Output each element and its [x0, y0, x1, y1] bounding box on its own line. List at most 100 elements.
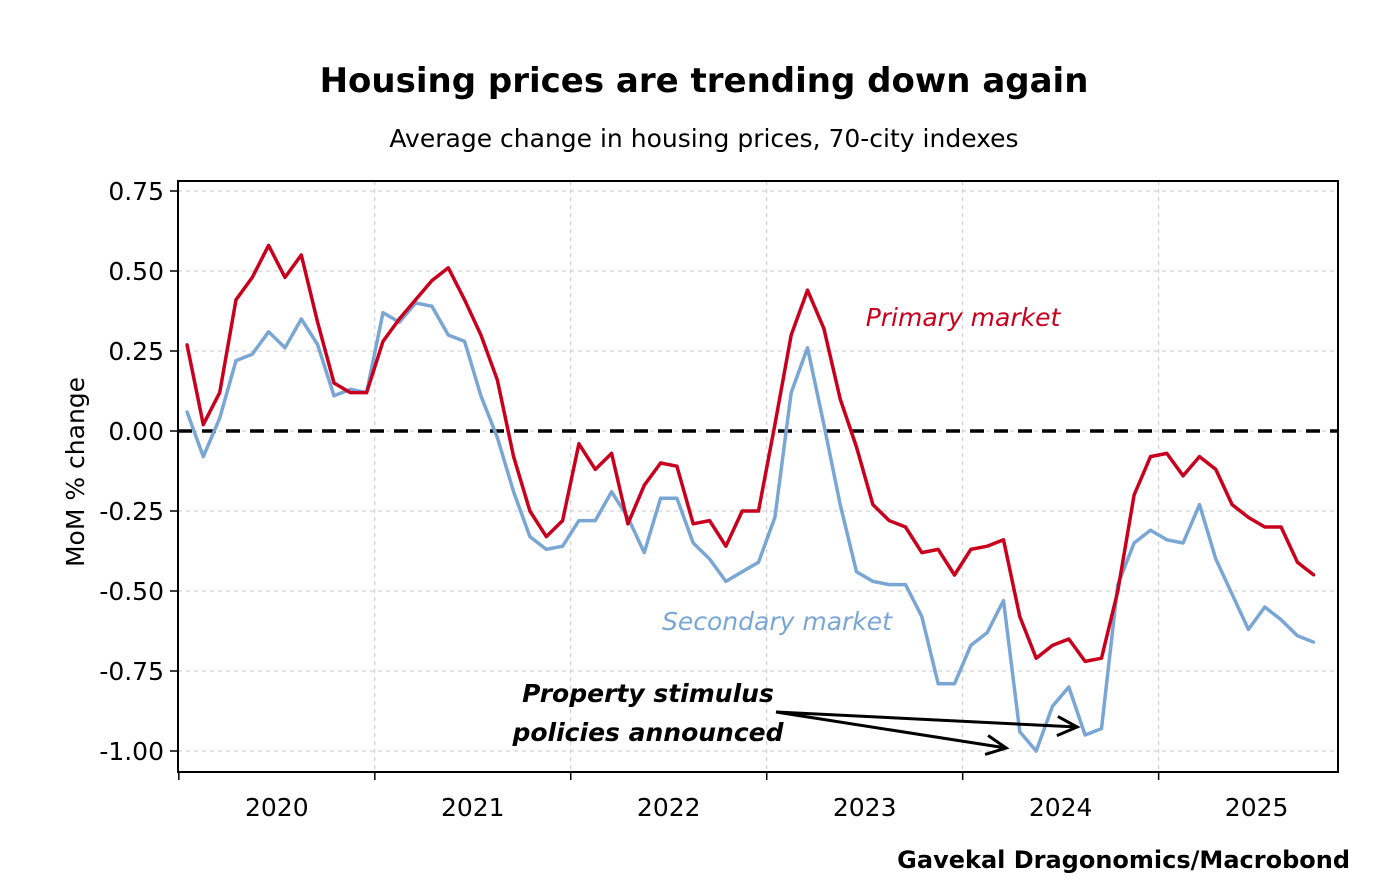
primary-market-point [642, 483, 646, 487]
primary-market-point [708, 519, 712, 523]
primary-market-point [724, 544, 728, 548]
primary-market-point [316, 320, 320, 324]
primary-market-point [463, 298, 467, 302]
secondary-market-point [1312, 640, 1316, 644]
primary-market-point [773, 423, 777, 427]
secondary-market-point [446, 333, 450, 337]
secondary-market-point [283, 346, 287, 350]
primary-market-point [740, 509, 744, 513]
y-tick-label: 0.75 [108, 177, 164, 206]
primary-market-point [1116, 589, 1120, 593]
secondary-market-point [1002, 599, 1005, 603]
secondary-market-point [969, 643, 973, 647]
primary-market-point [789, 333, 793, 337]
primary-market-point [365, 391, 369, 395]
secondary-market-point [1018, 730, 1022, 734]
secondary-market-point [610, 490, 614, 494]
primary-market-point [593, 467, 597, 471]
primary-market-point [577, 442, 581, 446]
x-tick-label: 2021 [441, 793, 505, 822]
primary-market-point [544, 535, 548, 539]
arrow-shaft [775, 710, 1078, 729]
primary-market-point [1067, 637, 1071, 641]
secondary-market-point [1083, 733, 1087, 737]
secondary-market-point [1214, 557, 1218, 561]
primary-market-point [528, 509, 532, 513]
primary-market-point [871, 503, 875, 507]
y-tick-label: -0.75 [99, 657, 164, 686]
secondary-market-point [267, 330, 271, 334]
primary-market-point [234, 298, 238, 302]
secondary-market-point [528, 535, 532, 539]
primary-market-point [348, 391, 352, 395]
secondary-market-point [1246, 627, 1250, 631]
secondary-market-point [675, 496, 679, 500]
secondary-market-point [332, 394, 336, 398]
y-axis-label: MoM % change [61, 377, 90, 567]
primary-market-point [250, 275, 254, 279]
secondary-market-point [1197, 503, 1201, 507]
primary-market-point [675, 464, 679, 468]
primary-market-point [904, 525, 908, 529]
x-tick-label: 2024 [1029, 793, 1093, 822]
secondary-market-point [855, 570, 859, 574]
secondary-market-point [789, 391, 793, 395]
secondary-market-point [577, 519, 581, 523]
primary-market-line [185, 243, 1315, 664]
chart-title: Housing prices are trending down again [320, 61, 1089, 101]
primary-market-point [1214, 467, 1218, 471]
primary-market-point [1050, 643, 1054, 647]
secondary-market-point [544, 547, 548, 551]
secondary-market-point [1050, 704, 1054, 708]
secondary-market-point [1263, 605, 1267, 609]
secondary-market-point [1165, 538, 1169, 542]
secondary-market-label: Secondary market [662, 607, 893, 636]
primary-market-point [1132, 493, 1136, 497]
primary-market-point [1181, 474, 1185, 478]
secondary-market-point [1181, 541, 1185, 545]
y-tick-label: -1.00 [99, 737, 164, 766]
primary-market-point [1083, 659, 1087, 663]
primary-market-point [1230, 503, 1234, 507]
primary-market-point [659, 461, 663, 465]
primary-market-point [757, 509, 761, 513]
secondary-market-point [430, 304, 434, 308]
primary-market-point [495, 378, 499, 382]
stimulus-annotation-line1: Property stimulus [522, 679, 774, 708]
x-axis: 2020 2021 2022 2023 2024 2025 [178, 772, 1288, 822]
primary-market-point [626, 522, 630, 526]
primary-market-point [446, 266, 450, 270]
arrow-head-icon [1056, 715, 1081, 737]
primary-market-point [1148, 455, 1152, 459]
primary-market-point [1034, 656, 1038, 660]
primary-market-point [822, 327, 826, 331]
primary-market-point [887, 519, 891, 523]
x-tick-label: 2023 [833, 793, 897, 822]
secondary-market-point [985, 631, 989, 635]
primary-market-point [218, 391, 222, 395]
secondary-market-point [479, 394, 483, 398]
secondary-market-point [904, 583, 908, 587]
primary-market-point [1246, 515, 1250, 519]
series-group [185, 243, 1316, 753]
secondary-market-point [659, 496, 663, 500]
secondary-market-point [1279, 618, 1283, 622]
primary-market-point [283, 275, 287, 279]
secondary-market-point [936, 682, 940, 686]
secondary-market-point [838, 503, 842, 507]
secondary-market-point [381, 311, 385, 315]
primary-market-point [691, 522, 695, 526]
arrow-head-icon [984, 734, 1010, 756]
primary-market-point [1165, 451, 1169, 455]
primary-market-point [610, 451, 614, 455]
annotation-arrows [775, 710, 1081, 756]
y-tick-label: 0.50 [108, 257, 164, 286]
primary-market-point [985, 544, 989, 548]
primary-market-point [332, 381, 336, 385]
secondary-market-point [185, 410, 189, 414]
primary-market-point [806, 288, 810, 292]
primary-market-point [1197, 455, 1201, 459]
secondary-market-point [1132, 541, 1136, 545]
